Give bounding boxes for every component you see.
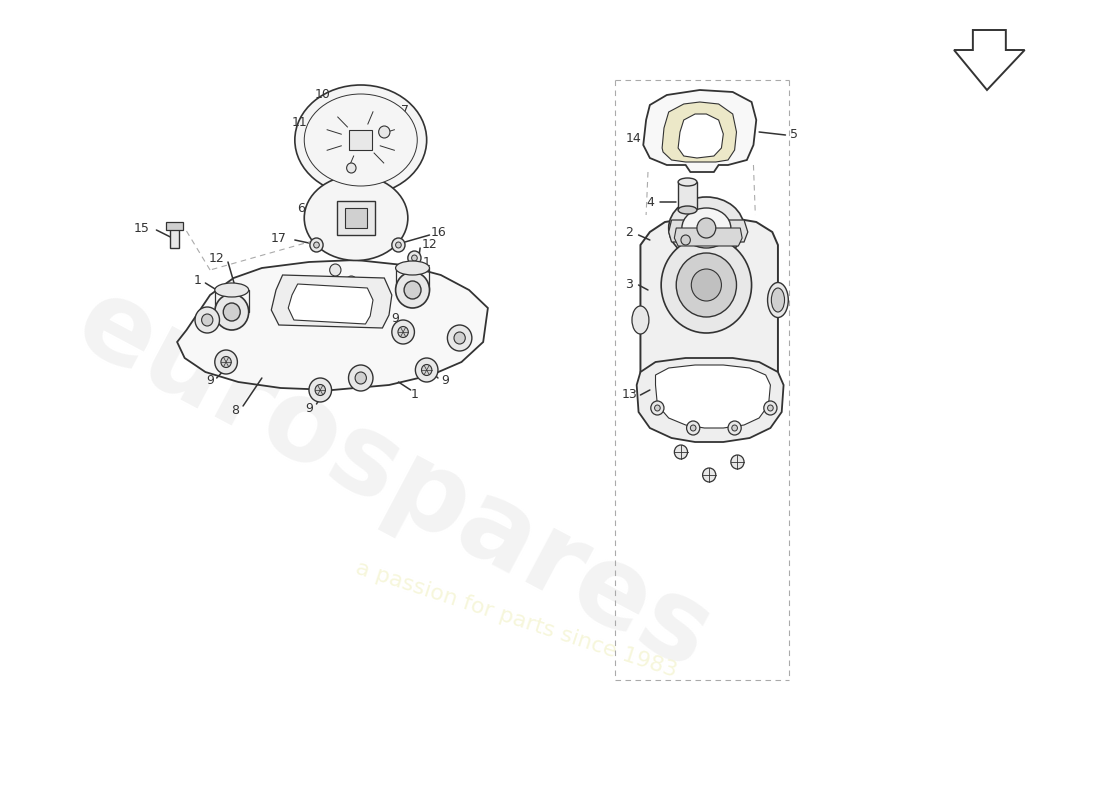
Ellipse shape bbox=[678, 178, 697, 186]
Ellipse shape bbox=[295, 85, 427, 195]
Ellipse shape bbox=[214, 283, 249, 297]
Circle shape bbox=[416, 358, 438, 382]
Circle shape bbox=[330, 264, 341, 276]
Ellipse shape bbox=[305, 94, 417, 186]
Circle shape bbox=[398, 326, 408, 338]
Circle shape bbox=[421, 365, 432, 375]
Circle shape bbox=[768, 405, 773, 411]
Text: 2: 2 bbox=[625, 226, 634, 238]
Text: 12: 12 bbox=[209, 251, 224, 265]
Bar bbox=[169, 226, 179, 248]
Circle shape bbox=[730, 455, 744, 469]
Text: 10: 10 bbox=[315, 89, 331, 102]
Polygon shape bbox=[954, 30, 1025, 90]
Polygon shape bbox=[637, 358, 783, 442]
Circle shape bbox=[411, 255, 417, 261]
Text: 16: 16 bbox=[431, 226, 447, 238]
Polygon shape bbox=[644, 90, 757, 172]
Text: 13: 13 bbox=[621, 389, 637, 402]
Ellipse shape bbox=[305, 175, 408, 261]
Circle shape bbox=[681, 235, 691, 245]
Text: 17: 17 bbox=[271, 231, 287, 245]
Circle shape bbox=[728, 421, 741, 435]
Circle shape bbox=[355, 372, 366, 384]
Circle shape bbox=[732, 425, 737, 431]
Polygon shape bbox=[288, 284, 373, 324]
Text: 7: 7 bbox=[402, 103, 409, 117]
Text: 14: 14 bbox=[626, 131, 641, 145]
Circle shape bbox=[392, 320, 415, 344]
Circle shape bbox=[201, 314, 213, 326]
Circle shape bbox=[448, 325, 472, 351]
Ellipse shape bbox=[669, 197, 744, 259]
Circle shape bbox=[314, 242, 319, 248]
Bar bbox=[350, 130, 372, 150]
Circle shape bbox=[310, 238, 323, 252]
Polygon shape bbox=[669, 220, 748, 242]
Polygon shape bbox=[656, 365, 770, 428]
Text: 8: 8 bbox=[231, 403, 240, 417]
Circle shape bbox=[661, 237, 751, 333]
Bar bbox=[678, 182, 697, 210]
Circle shape bbox=[346, 163, 356, 173]
Ellipse shape bbox=[682, 208, 730, 248]
Ellipse shape bbox=[632, 306, 649, 334]
Circle shape bbox=[195, 307, 220, 333]
Circle shape bbox=[392, 238, 405, 252]
Text: 1: 1 bbox=[194, 274, 201, 286]
Circle shape bbox=[763, 401, 777, 415]
Text: eurospares: eurospares bbox=[58, 268, 729, 692]
Polygon shape bbox=[678, 114, 724, 158]
Circle shape bbox=[454, 332, 465, 344]
Circle shape bbox=[378, 126, 389, 138]
Circle shape bbox=[221, 357, 231, 367]
Text: 11: 11 bbox=[292, 115, 307, 129]
Polygon shape bbox=[640, 218, 778, 412]
Circle shape bbox=[315, 385, 326, 395]
Text: 6: 6 bbox=[297, 202, 306, 214]
Circle shape bbox=[396, 242, 402, 248]
Circle shape bbox=[408, 251, 421, 265]
Bar bbox=[338, 201, 375, 235]
Polygon shape bbox=[272, 275, 392, 328]
Circle shape bbox=[676, 253, 737, 317]
Ellipse shape bbox=[771, 288, 784, 312]
Polygon shape bbox=[177, 260, 488, 390]
Ellipse shape bbox=[768, 282, 789, 318]
Circle shape bbox=[349, 365, 373, 391]
Polygon shape bbox=[674, 228, 742, 246]
Circle shape bbox=[223, 303, 240, 321]
Text: 9: 9 bbox=[305, 402, 312, 414]
Circle shape bbox=[674, 445, 688, 459]
Circle shape bbox=[654, 405, 660, 411]
Ellipse shape bbox=[396, 261, 429, 275]
Bar bbox=[166, 222, 183, 230]
Text: 1: 1 bbox=[422, 255, 430, 269]
Text: 3: 3 bbox=[625, 278, 634, 291]
Circle shape bbox=[309, 378, 331, 402]
Polygon shape bbox=[662, 102, 737, 162]
Circle shape bbox=[345, 276, 358, 288]
Text: 1: 1 bbox=[410, 389, 418, 402]
Circle shape bbox=[686, 421, 700, 435]
Text: 9: 9 bbox=[441, 374, 450, 386]
Circle shape bbox=[697, 218, 716, 238]
Bar bbox=[344, 208, 367, 228]
Circle shape bbox=[651, 401, 664, 415]
Circle shape bbox=[214, 294, 249, 330]
Text: 5: 5 bbox=[790, 129, 798, 142]
Text: 9: 9 bbox=[206, 374, 214, 386]
Circle shape bbox=[404, 281, 421, 299]
Text: 12: 12 bbox=[421, 238, 438, 251]
Circle shape bbox=[214, 350, 238, 374]
Text: a passion for parts since 1983: a passion for parts since 1983 bbox=[353, 558, 680, 682]
Text: 4: 4 bbox=[646, 195, 653, 209]
Text: 15: 15 bbox=[133, 222, 150, 234]
Circle shape bbox=[691, 269, 722, 301]
Ellipse shape bbox=[678, 206, 697, 214]
Circle shape bbox=[691, 425, 696, 431]
Text: 9: 9 bbox=[392, 311, 399, 325]
Circle shape bbox=[703, 468, 716, 482]
Circle shape bbox=[396, 272, 429, 308]
